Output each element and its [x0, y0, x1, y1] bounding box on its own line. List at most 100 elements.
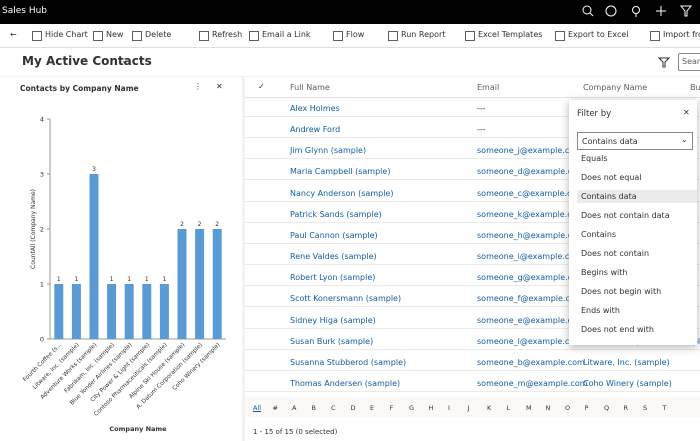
column-header[interactable]: Company Name [583, 83, 648, 92]
alphabet-letter[interactable]: J [467, 404, 470, 412]
alphabet-letter[interactable]: All [253, 404, 262, 412]
filter-option[interactable]: Equals [581, 154, 608, 163]
alphabet-letter[interactable]: T [662, 404, 667, 412]
bar [124, 284, 134, 339]
alphabet-letter[interactable]: # [272, 404, 278, 412]
alphabet-letter[interactable]: E [370, 404, 375, 412]
full-name[interactable]: Robert Lyon (sample) [290, 273, 376, 283]
email[interactable]: someone_m@example.com [477, 378, 588, 388]
email[interactable]: someone_f@example.com [477, 294, 583, 304]
alphabet-letter[interactable]: B [311, 404, 316, 412]
filter-close[interactable]: ✕ [683, 108, 690, 117]
full-name[interactable]: Thomas Andersen (sample) [290, 378, 401, 388]
toolbar-button[interactable]: New [106, 30, 124, 39]
alphabet-letter[interactable]: F [389, 404, 394, 412]
back[interactable]: ← [10, 30, 17, 39]
full-name[interactable]: Scott Konersmann (sample) [290, 294, 402, 304]
bar [71, 284, 81, 339]
toolbar-button[interactable]: Hide Chart [45, 30, 88, 39]
filter-selected: Contains data [582, 137, 638, 146]
toolbar-button[interactable]: Export to Excel [568, 30, 629, 39]
row-border [245, 369, 700, 371]
filter-dropdown[interactable]: Contains data ⌄ [577, 132, 693, 150]
view-chevron[interactable]: ⌄ [121, 56, 128, 65]
alphabet-letter[interactable]: I [448, 404, 450, 412]
column-header[interactable]: Bus [690, 83, 700, 92]
filter-option[interactable]: Contains [581, 230, 617, 239]
alphabet-letter[interactable]: Q [604, 404, 610, 412]
alphabet-letter[interactable]: M [526, 404, 532, 412]
company[interactable]: Coho Winery (sample) [583, 378, 672, 388]
email[interactable]: someone_k@example.com [477, 209, 585, 219]
alphabet-letter[interactable]: H [428, 404, 434, 412]
toolbar-button[interactable]: Run Report [401, 30, 446, 39]
filter-option[interactable]: Ends with [581, 306, 620, 315]
alphabet-letter[interactable]: K [487, 404, 492, 412]
column-header[interactable]: Email [477, 83, 500, 92]
search-box[interactable]: Searc [678, 53, 700, 71]
alphabet-letter[interactable]: O [565, 404, 571, 412]
filter-option[interactable]: Does not end with [581, 325, 654, 334]
full-name[interactable]: Patrick Sands (sample) [290, 209, 382, 219]
email[interactable]: someone_c@example.com [477, 188, 585, 198]
alphabet-bar [245, 397, 700, 417]
alphabet-letter[interactable]: N [545, 404, 551, 412]
full-name[interactable]: Maria Campbell (sample) [290, 167, 391, 177]
header-border [245, 97, 700, 98]
alphabet-letter[interactable]: D [350, 404, 356, 412]
full-name[interactable]: Jim Glynn (sample) [290, 146, 367, 156]
filter-option[interactable]: Contains data [577, 190, 697, 203]
alphabet-letter[interactable]: A [292, 404, 297, 412]
email[interactable]: someone_e@example.com [477, 315, 585, 325]
full-name[interactable]: Nancy Anderson (sample) [290, 188, 394, 198]
alphabet-letter[interactable]: P [584, 404, 589, 412]
search-placeholder: Searc [682, 57, 700, 66]
full-name[interactable]: Paul Cannon (sample) [290, 230, 378, 240]
email[interactable]: --- [477, 125, 486, 135]
email[interactable]: someone_l@example.com [477, 336, 582, 346]
toolbar-button[interactable]: Delete [145, 30, 172, 39]
email[interactable]: --- [477, 104, 486, 113]
chart-title[interactable]: Contacts by Company Name [20, 84, 139, 93]
column-header[interactable]: Full Name [290, 83, 330, 92]
toolbar-button[interactable]: Excel Templates [478, 30, 543, 39]
company[interactable]: Litware, Inc. (sample) [583, 357, 670, 367]
full-name[interactable]: Andrew Ford [290, 125, 341, 135]
full-name[interactable]: Susanna Stubberod (sample) [290, 357, 407, 367]
alphabet-letter[interactable]: S [643, 404, 648, 412]
filter-option[interactable]: Does not equal [581, 173, 642, 182]
email[interactable]: someone_d@example.com [477, 167, 585, 177]
alphabet-letter[interactable]: R [623, 404, 629, 412]
view-title[interactable]: My Active Contacts [22, 54, 152, 68]
bar [107, 284, 117, 339]
close-chart[interactable]: ✕ [216, 82, 223, 91]
bar [142, 284, 152, 339]
toolbar-button[interactable]: Flow [346, 30, 365, 39]
alphabet-letter[interactable]: L [506, 404, 511, 412]
email[interactable]: someone_g@example.com [477, 273, 585, 283]
full-name[interactable]: Rene Valdes (sample) [290, 252, 377, 262]
filter-option[interactable]: Does not begin with [581, 287, 662, 296]
filter-option[interactable]: Begins with [581, 268, 628, 277]
filter-option[interactable]: Does not contain data [581, 211, 670, 220]
full-name[interactable]: Alex Holmes [290, 104, 340, 113]
app-title: Sales Hub [2, 6, 47, 16]
toolbar-button[interactable]: Email a Link [262, 30, 311, 39]
filter-option[interactable]: Does not contain [581, 249, 650, 258]
email[interactable]: someone_j@example.com [477, 146, 582, 156]
toolbar-button[interactable]: Import from [663, 30, 700, 39]
full-name[interactable]: Susan Burk (sample) [290, 336, 374, 346]
more[interactable]: ⋮ [194, 82, 202, 91]
email[interactable]: someone_h@example.com [477, 230, 585, 240]
alphabet-letter[interactable]: C [331, 404, 336, 412]
row-border [245, 264, 700, 266]
email[interactable]: someone_i@example.com [477, 252, 582, 262]
toolbar-button[interactable]: Refresh [212, 30, 243, 39]
y-tick-label: 0 [40, 336, 44, 344]
alphabet-letter[interactable]: G [409, 404, 415, 412]
select-all[interactable]: ✓ [258, 82, 265, 91]
email[interactable]: someone_b@example.com [477, 357, 585, 367]
full-name[interactable]: Sidney Higa (sample) [290, 315, 376, 325]
filter-icon[interactable] [658, 56, 670, 68]
